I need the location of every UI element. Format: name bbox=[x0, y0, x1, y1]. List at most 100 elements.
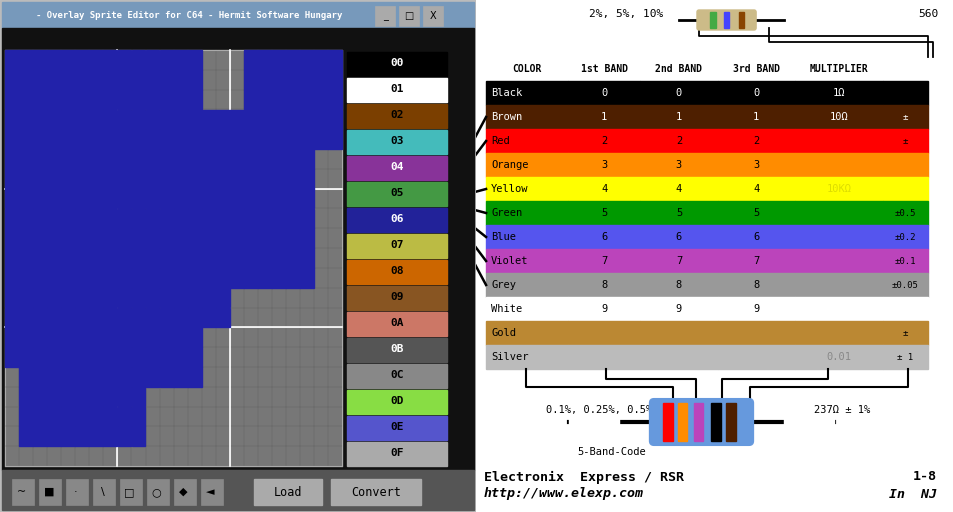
Bar bbox=[725, 403, 735, 441]
Text: □: □ bbox=[404, 11, 414, 21]
Bar bbox=[19, 328, 33, 347]
Bar bbox=[48, 407, 61, 426]
Bar bbox=[709, 12, 715, 28]
Bar bbox=[48, 70, 61, 90]
Bar bbox=[146, 130, 159, 149]
Bar bbox=[159, 288, 173, 307]
Bar bbox=[347, 234, 447, 258]
Bar bbox=[33, 189, 47, 208]
Bar bbox=[75, 110, 90, 129]
Bar bbox=[90, 110, 103, 129]
Bar bbox=[568, 201, 639, 225]
Bar bbox=[132, 50, 145, 70]
Bar bbox=[48, 149, 61, 169]
Bar bbox=[328, 130, 342, 149]
Bar bbox=[90, 367, 103, 387]
Bar bbox=[486, 297, 568, 321]
Bar bbox=[159, 110, 173, 129]
Bar bbox=[188, 228, 201, 248]
Text: ±: ± bbox=[902, 137, 907, 145]
Bar bbox=[347, 442, 447, 466]
Bar bbox=[2, 28, 474, 470]
Bar bbox=[300, 189, 314, 208]
Bar bbox=[103, 328, 117, 347]
Bar bbox=[272, 90, 286, 110]
Bar bbox=[188, 208, 201, 228]
Bar bbox=[103, 90, 117, 110]
Text: 04: 04 bbox=[390, 162, 403, 172]
Bar bbox=[48, 328, 61, 347]
Text: 6: 6 bbox=[675, 232, 681, 242]
Bar bbox=[75, 387, 90, 407]
Bar bbox=[132, 189, 145, 208]
Text: ±0.05: ±0.05 bbox=[891, 281, 918, 289]
Bar bbox=[486, 129, 568, 153]
Bar bbox=[90, 328, 103, 347]
Bar bbox=[639, 177, 717, 201]
Bar bbox=[75, 426, 90, 446]
Bar bbox=[48, 228, 61, 248]
Text: 237Ω ± 1%: 237Ω ± 1% bbox=[813, 405, 869, 415]
Text: Violet: Violet bbox=[491, 256, 528, 266]
Bar bbox=[132, 367, 145, 387]
Bar bbox=[486, 105, 568, 129]
Bar bbox=[146, 228, 159, 248]
Bar bbox=[794, 225, 882, 249]
Bar bbox=[258, 248, 272, 268]
Bar bbox=[173, 228, 188, 248]
Bar bbox=[882, 297, 927, 321]
Bar bbox=[5, 130, 19, 149]
Text: X: X bbox=[430, 11, 436, 21]
Bar bbox=[146, 347, 159, 367]
Bar bbox=[146, 248, 159, 268]
Bar bbox=[117, 110, 132, 129]
Text: 0: 0 bbox=[752, 88, 759, 98]
Bar bbox=[33, 70, 47, 90]
Bar bbox=[568, 177, 639, 201]
Text: 07: 07 bbox=[390, 240, 403, 250]
Bar bbox=[117, 189, 132, 208]
Text: 08: 08 bbox=[390, 266, 403, 276]
Bar bbox=[882, 345, 927, 369]
Bar bbox=[794, 129, 882, 153]
Bar bbox=[244, 268, 257, 288]
Bar bbox=[103, 426, 117, 446]
Bar bbox=[19, 387, 33, 407]
Bar bbox=[33, 110, 47, 129]
Bar bbox=[717, 297, 794, 321]
Bar bbox=[147, 479, 169, 505]
Text: 09: 09 bbox=[390, 292, 403, 302]
Bar bbox=[159, 248, 173, 268]
Bar bbox=[75, 50, 90, 70]
Bar bbox=[103, 50, 117, 70]
Bar bbox=[794, 105, 882, 129]
Bar bbox=[173, 347, 188, 367]
Bar bbox=[103, 169, 117, 188]
Text: 1-8: 1-8 bbox=[912, 471, 936, 483]
Bar bbox=[75, 169, 90, 188]
Text: Yellow: Yellow bbox=[491, 184, 528, 194]
Bar bbox=[717, 201, 794, 225]
Bar bbox=[117, 228, 132, 248]
Text: ◄: ◄ bbox=[206, 487, 214, 497]
Bar bbox=[146, 308, 159, 327]
Bar bbox=[5, 70, 19, 90]
Bar bbox=[188, 189, 201, 208]
Bar bbox=[639, 129, 717, 153]
Text: □: □ bbox=[124, 487, 134, 497]
Text: \: \ bbox=[101, 487, 105, 497]
Bar bbox=[103, 228, 117, 248]
Bar bbox=[90, 268, 103, 288]
Bar bbox=[272, 228, 286, 248]
Bar bbox=[188, 90, 201, 110]
Bar bbox=[230, 110, 244, 129]
Bar bbox=[882, 105, 927, 129]
Bar bbox=[48, 426, 61, 446]
Bar bbox=[717, 249, 794, 273]
Bar bbox=[188, 149, 201, 169]
Bar bbox=[103, 110, 117, 129]
Bar bbox=[486, 321, 568, 345]
Bar bbox=[215, 130, 230, 149]
Bar bbox=[300, 110, 314, 129]
Bar bbox=[486, 177, 568, 201]
